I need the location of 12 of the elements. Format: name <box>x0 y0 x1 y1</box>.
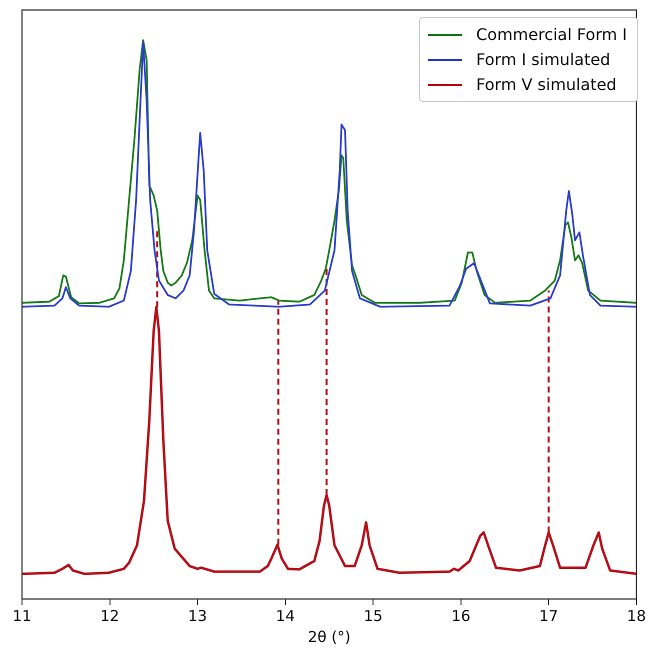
x-tick-label: 14 <box>276 606 295 625</box>
legend-label: Form I simulated <box>476 49 610 71</box>
x-tick-label: 17 <box>539 606 558 625</box>
x-axis-title: 2θ (°) <box>308 628 351 646</box>
x-tick-label: 18 <box>626 606 646 625</box>
x-tick-label: 12 <box>100 606 120 625</box>
legend-label: Form V simulated <box>476 74 617 96</box>
x-tick-label: 16 <box>451 606 470 625</box>
legend-label: Commercial Form I <box>476 24 627 46</box>
x-tick-label: 13 <box>188 606 208 625</box>
x-tick-label: 15 <box>364 606 383 625</box>
x-tick-label: 11 <box>12 606 32 625</box>
